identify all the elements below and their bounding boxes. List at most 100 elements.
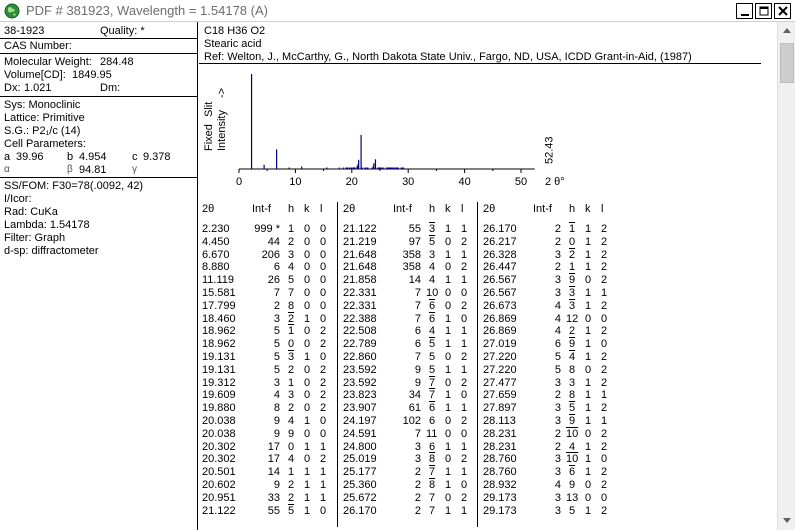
two-theta-cell: 23.592 <box>343 363 377 376</box>
intensity-cell: 34 <box>408 389 421 402</box>
two-theta-cell: 21.858 <box>343 274 377 287</box>
close-icon <box>778 6 788 16</box>
k-index-cell: 0 <box>304 235 311 248</box>
h-index-cell: 7 <box>288 287 295 299</box>
l-index-cell: 2 <box>601 479 608 491</box>
l-index-cell: 1 <box>320 440 327 453</box>
l-index-cell: 2 <box>461 261 468 274</box>
h-index-cell: 4 <box>569 351 576 363</box>
scrollbar-thumb[interactable] <box>780 43 794 83</box>
k-index-cell: 1 <box>445 312 452 325</box>
cell-a-label: a <box>4 151 11 163</box>
column-separator <box>477 202 478 527</box>
two-theta-cell: 26.447 <box>483 261 517 274</box>
l-index-cell: 1 <box>601 287 608 299</box>
l-index-cell: 2 <box>320 363 327 376</box>
intensity-cell: 2 <box>554 427 561 440</box>
h-index-cell: 1 <box>569 223 576 235</box>
intensity-cell: 6 <box>273 261 280 274</box>
l-index-cell: 0 <box>320 223 327 235</box>
l-index-cell: 2 <box>601 376 608 389</box>
h-index-cell: 8 <box>429 479 436 491</box>
h-index-cell: 1 <box>288 223 295 235</box>
intensity-cell: 3 <box>414 440 421 453</box>
two-theta-cell: 21.219 <box>343 235 377 248</box>
maximize-button[interactable] <box>755 3 772 19</box>
intensity-cell: 5 <box>273 363 280 376</box>
table-header-intensity: Int-f <box>533 203 552 215</box>
l-index-cell: 1 <box>320 479 327 491</box>
h-index-cell: 11 <box>426 427 438 440</box>
intensity-cell: 2 <box>414 504 421 517</box>
h-index-cell: 6 <box>429 402 436 415</box>
l-index-cell: 1 <box>461 338 468 351</box>
k-index-cell: 0 <box>585 363 592 376</box>
intensity-cell: 4 <box>554 312 561 325</box>
minimize-button[interactable] <box>736 3 753 19</box>
cell-c-label: c <box>132 151 138 163</box>
two-theta-cell: 28.760 <box>483 453 517 466</box>
k-index-cell: 0 <box>304 402 311 415</box>
vertical-scrollbar[interactable] <box>777 22 795 530</box>
close-button[interactable] <box>774 3 791 19</box>
intensity-cell: 3 <box>273 312 280 325</box>
two-theta-cell: 27.220 <box>483 351 517 363</box>
h-index-cell: 5 <box>429 338 436 351</box>
intensity-cell: 102 <box>402 415 421 427</box>
intensity-cell: 3 <box>554 402 561 415</box>
two-theta-cell: 25.019 <box>343 453 377 466</box>
h-index-cell: 2 <box>288 312 295 325</box>
l-index-cell: 2 <box>461 299 468 312</box>
two-theta-cell: 11.119 <box>202 274 235 287</box>
intensity-cell: 7 <box>414 427 421 440</box>
k-index-cell: 0 <box>304 363 311 376</box>
l-index-cell: 2 <box>461 415 468 427</box>
title-bar[interactable]: PDF # 381923, Wavelength = 1.54178 (A) <box>0 0 795 22</box>
two-theta-cell: 29.173 <box>483 491 517 504</box>
scroll-down-button[interactable] <box>779 512 795 528</box>
k-index-cell: 0 <box>304 389 311 402</box>
scroll-up-button[interactable] <box>779 23 795 39</box>
intensity-cell: 61 <box>408 402 421 415</box>
k-index-cell: 0 <box>304 287 311 299</box>
two-theta-cell: 17.799 <box>202 299 236 312</box>
l-index-cell: 2 <box>320 402 327 415</box>
app-globe-icon <box>4 3 20 19</box>
intensity-cell: 7 <box>273 287 280 299</box>
intensity-cell: 14 <box>408 274 421 287</box>
k-index-cell: 1 <box>304 415 311 427</box>
intensity-cell: 358 <box>402 248 421 261</box>
table-header-h: h <box>288 203 295 215</box>
intensity-cell: 17 <box>267 440 280 453</box>
table-header-k: k <box>585 203 591 215</box>
two-theta-cell: 28.231 <box>483 440 517 453</box>
cell-beta-value: 94.81 <box>79 164 107 176</box>
k-index-cell: 1 <box>304 466 311 479</box>
h-index-cell: 3 <box>569 299 576 312</box>
k-index-cell: 1 <box>304 491 311 504</box>
l-index-cell: 2 <box>601 261 608 274</box>
two-theta-cell: 27.897 <box>483 402 517 415</box>
k-index-cell: 1 <box>445 504 452 517</box>
two-theta-cell: 27.659 <box>483 389 517 402</box>
k-index-cell: 0 <box>445 299 452 312</box>
intensity-cell: 55 <box>267 504 280 517</box>
h-index-cell: 7 <box>429 466 436 479</box>
two-theta-cell: 22.508 <box>343 325 377 338</box>
table-header-l: l <box>320 203 323 215</box>
divider <box>0 38 198 39</box>
two-theta-cell: 21.648 <box>343 248 377 261</box>
intensity-cell: 2 <box>554 440 561 453</box>
intensity-cell: 9 <box>273 427 280 440</box>
k-index-cell: 1 <box>304 351 311 363</box>
k-index-cell: 0 <box>445 351 452 363</box>
l-index-cell: 2 <box>461 351 468 363</box>
cell-c-value: 9.378 <box>143 151 171 163</box>
intensity-cell: 17 <box>267 453 280 466</box>
intensity-cell: 2 <box>554 235 561 248</box>
l-index-cell: 2 <box>461 235 468 248</box>
two-theta-cell: 20.302 <box>202 453 236 466</box>
chemical-formula: C18 H36 O2 <box>204 25 266 37</box>
two-theta-cell: 22.789 <box>343 338 377 351</box>
k-index-cell: 0 <box>304 427 311 440</box>
